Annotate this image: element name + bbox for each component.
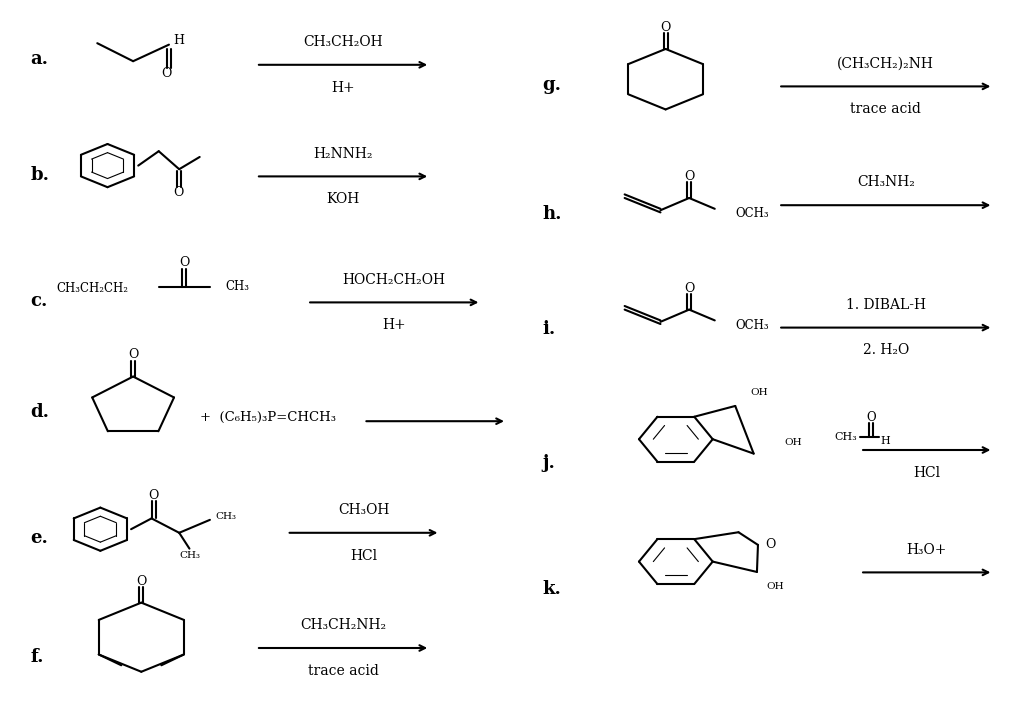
Text: H+: H+ xyxy=(331,81,355,94)
Text: H₃O+: H₃O+ xyxy=(906,543,947,557)
Text: CH₃: CH₃ xyxy=(835,432,857,442)
Text: +  (C₆H₅)₃P=CHCH₃: + (C₆H₅)₃P=CHCH₃ xyxy=(200,411,336,424)
Text: g.: g. xyxy=(543,76,562,94)
Text: trace acid: trace acid xyxy=(307,664,379,678)
Text: j.: j. xyxy=(543,454,556,472)
Text: HCl: HCl xyxy=(913,466,940,480)
Text: CH₃CH₂NH₂: CH₃CH₂NH₂ xyxy=(300,618,386,632)
Text: O: O xyxy=(148,489,159,502)
Text: trace acid: trace acid xyxy=(850,102,922,116)
Text: 1. DIBAL-H: 1. DIBAL-H xyxy=(846,298,926,312)
Text: H₂NNH₂: H₂NNH₂ xyxy=(313,147,373,161)
Text: O: O xyxy=(179,256,189,269)
Text: O: O xyxy=(684,282,694,294)
Text: O: O xyxy=(136,575,146,588)
Text: CH₃CH₂OH: CH₃CH₂OH xyxy=(303,35,383,49)
Text: OCH₃: OCH₃ xyxy=(735,319,769,332)
Text: CH₃CH₂CH₂: CH₃CH₂CH₂ xyxy=(56,282,128,294)
Text: H+: H+ xyxy=(382,318,407,332)
Text: O: O xyxy=(866,411,877,424)
Text: f.: f. xyxy=(31,648,44,666)
Text: i.: i. xyxy=(543,320,556,338)
Text: O: O xyxy=(765,539,775,552)
Text: KOH: KOH xyxy=(327,192,359,206)
Text: O: O xyxy=(128,348,138,361)
Text: O: O xyxy=(162,67,172,80)
Text: HCl: HCl xyxy=(350,549,377,562)
Text: OH: OH xyxy=(767,582,784,591)
Text: OH: OH xyxy=(751,389,768,397)
Text: OCH₃: OCH₃ xyxy=(735,207,769,220)
Text: 2. H₂O: 2. H₂O xyxy=(862,343,909,357)
Text: (CH₃CH₂)₂NH: (CH₃CH₂)₂NH xyxy=(838,57,934,71)
Text: O: O xyxy=(684,170,694,183)
Text: H: H xyxy=(881,436,891,446)
Text: OH: OH xyxy=(784,438,802,447)
Text: h.: h. xyxy=(543,205,562,223)
Text: O: O xyxy=(173,186,183,199)
Text: e.: e. xyxy=(31,529,48,547)
Text: O: O xyxy=(660,21,671,34)
Text: CH₃: CH₃ xyxy=(225,280,249,293)
Text: k.: k. xyxy=(543,580,561,598)
Text: CH₃: CH₃ xyxy=(179,552,200,560)
Text: HOCH₂CH₂OH: HOCH₂CH₂OH xyxy=(343,273,445,287)
Text: CH₃NH₂: CH₃NH₂ xyxy=(857,176,914,189)
Text: d.: d. xyxy=(31,403,50,421)
Text: H: H xyxy=(174,34,184,47)
Text: b.: b. xyxy=(31,166,50,184)
Text: a.: a. xyxy=(31,50,49,68)
Text: c.: c. xyxy=(31,292,48,310)
Text: CH₃OH: CH₃OH xyxy=(338,503,389,517)
Text: CH₃: CH₃ xyxy=(215,513,237,521)
